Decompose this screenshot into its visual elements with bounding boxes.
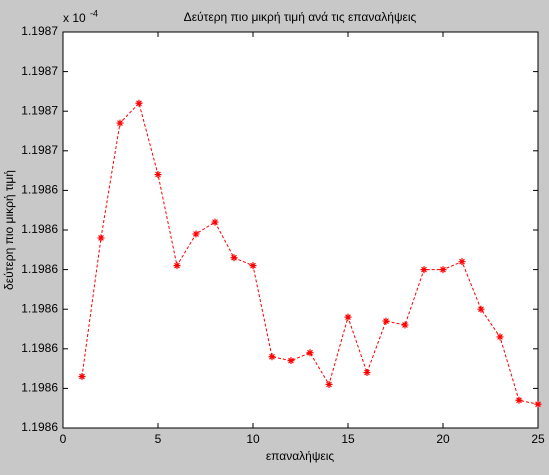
plot-area xyxy=(62,31,539,429)
y-tick-label: 1.1986 xyxy=(21,341,58,355)
marker xyxy=(249,262,257,270)
marker xyxy=(97,234,105,242)
marker xyxy=(116,119,124,127)
y-tick-label: 1.1986 xyxy=(21,262,58,276)
marker xyxy=(458,258,466,266)
x-tick-label: 10 xyxy=(246,432,260,446)
y-tick-label: 1.1987 xyxy=(21,143,58,157)
marker xyxy=(382,317,390,325)
chart-title: Δεύτερη πιο μικρή τιμή ανά τις επαναλήψε… xyxy=(184,10,417,24)
marker xyxy=(135,99,143,107)
y-tick-label: 1.1986 xyxy=(21,183,58,197)
y-tick-label: 1.1986 xyxy=(21,381,58,395)
y-axis-label: δεύτερη πιο μικρή τιμή xyxy=(2,170,16,290)
x-tick-label: 20 xyxy=(436,432,450,446)
x-tick-label: 0 xyxy=(60,432,67,446)
marker xyxy=(496,333,504,341)
marker xyxy=(325,380,333,388)
marker xyxy=(439,266,447,274)
y-multiplier-exponent: -4 xyxy=(90,8,98,18)
marker xyxy=(287,357,295,365)
x-tick-label: 15 xyxy=(341,432,355,446)
marker xyxy=(154,171,162,179)
marker xyxy=(363,369,371,377)
x-tick-label: 5 xyxy=(155,432,162,446)
marker xyxy=(344,313,352,321)
marker xyxy=(192,230,200,238)
y-tick-label: 1.1986 xyxy=(21,301,58,315)
marker xyxy=(78,373,86,381)
marker xyxy=(401,321,409,329)
y-tick-label: 1.1986 xyxy=(21,222,58,236)
y-tick-label: 1.1987 xyxy=(21,64,58,78)
marker xyxy=(306,349,314,357)
marker xyxy=(230,254,238,262)
y-tick-label: 1.1986 xyxy=(21,420,58,434)
marker xyxy=(477,305,485,313)
marker xyxy=(515,396,523,404)
marker xyxy=(211,218,219,226)
marker xyxy=(173,262,181,270)
y-multiplier: x 10 xyxy=(63,11,86,25)
y-tick-label: 1.1987 xyxy=(21,24,58,38)
x-tick-label: 25 xyxy=(531,432,545,446)
marker xyxy=(420,266,428,274)
marker xyxy=(534,400,542,408)
x-axis-label: επαναλήψεις xyxy=(266,449,335,463)
y-tick-label: 1.1987 xyxy=(21,103,58,117)
marker xyxy=(268,353,276,361)
